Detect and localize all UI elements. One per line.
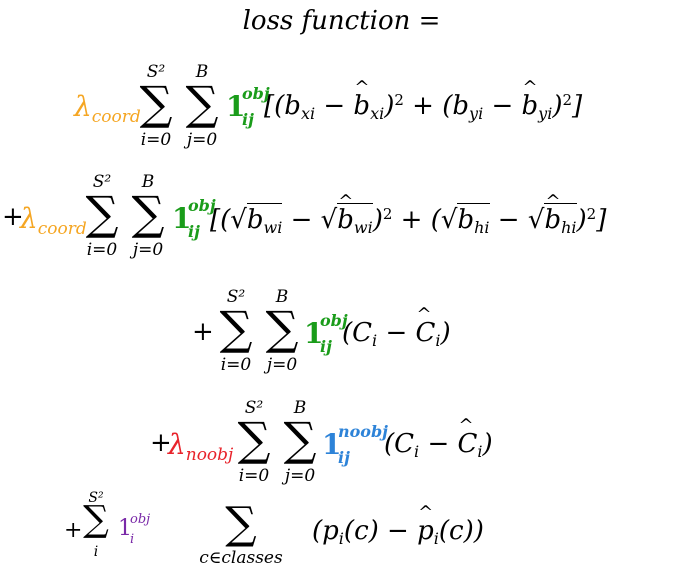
- lambda-coord: λcoord: [20, 202, 87, 239]
- plus-sign: +: [64, 518, 83, 543]
- confidence-obj-expression: (Ci − Ci): [342, 304, 451, 350]
- coord-xy-expression: [(bxi − bxi)2 + (byi − byi)2]: [264, 77, 582, 123]
- term-4: + λnoobj S² ∑ i=0 B ∑ j=0 1 noobj ij (Ci −…: [0, 394, 683, 489]
- indicator-class-obj: 1 obj i: [118, 512, 151, 547]
- lambda-coord: λcoord: [74, 90, 141, 127]
- coord-wh-expression: [(√bwi − √bwi)2 + (√bhi − √bhi)2]: [210, 191, 606, 237]
- indicator-obj: 1 obj ij: [226, 84, 270, 129]
- class-probability-expression: (pi(c) − pi(c)): [312, 502, 484, 548]
- indicator-obj: 1 obj ij: [304, 311, 348, 356]
- confidence-noobj-expression: (Ci − Ci): [384, 415, 493, 461]
- plus-sign: +: [192, 317, 214, 347]
- indicator-obj: 1 obj ij: [172, 196, 216, 241]
- loss-function-title: loss function =: [242, 6, 441, 36]
- plus-sign: +: [150, 428, 172, 458]
- plus-sign: +: [2, 202, 24, 232]
- lambda-noobj: λnoobj: [168, 428, 234, 465]
- indicator-noobj: 1 noobj ij: [322, 422, 388, 467]
- term-2: + λcoord S² ∑ i=0 B ∑ j=0 1 obj ij [(√bwi …: [0, 168, 683, 263]
